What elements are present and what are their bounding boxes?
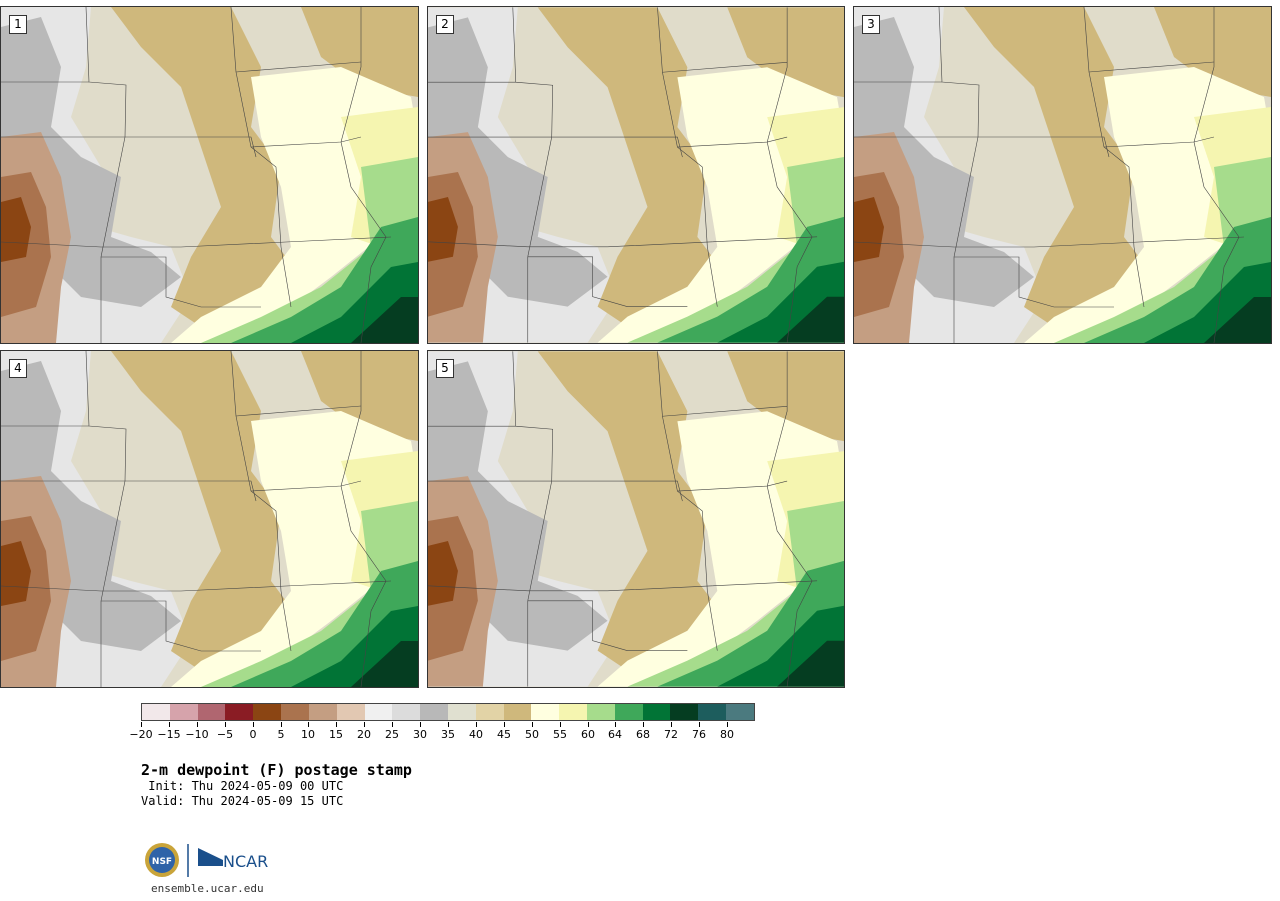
colorbar-tick bbox=[699, 722, 700, 727]
panel-number-label: 2 bbox=[436, 15, 454, 34]
colorbar-tick bbox=[141, 722, 142, 727]
colorbar-tick-label: −15 bbox=[157, 728, 181, 741]
colorbar-tick-label: 60 bbox=[581, 728, 595, 741]
panel-number-label: 3 bbox=[862, 15, 880, 34]
member-panel-3: 3 bbox=[853, 6, 1272, 344]
colorbar-tick-label: 10 bbox=[301, 728, 315, 741]
colorbar-tick-label: −5 bbox=[216, 728, 234, 741]
colorbar-tick-label: 45 bbox=[497, 728, 511, 741]
colorbar-segment bbox=[281, 704, 309, 720]
colorbar-tick-label: 72 bbox=[664, 728, 678, 741]
colorbar-tick-label: −10 bbox=[185, 728, 209, 741]
dewpoint-map-2 bbox=[428, 7, 844, 343]
colorbar-tick-label: 25 bbox=[385, 728, 399, 741]
colorbar-tick-labels: −20 −15 −10 −5 0 5 10 15 20 25 30 35 40 45 50 55 60 64 68 7… bbox=[129, 722, 755, 744]
product-title: 2-m dewpoint (F) postage stamp bbox=[141, 761, 412, 779]
dewpoint-map-1 bbox=[1, 7, 418, 343]
colorbar-tick bbox=[281, 722, 282, 727]
colorbar-segment bbox=[614, 704, 643, 720]
colorbar-tick-label: 15 bbox=[329, 728, 343, 741]
colorbar-tick bbox=[308, 722, 309, 727]
dewpoint-map-3 bbox=[854, 7, 1271, 343]
ncar-mark-icon bbox=[198, 848, 223, 866]
ensemble-url: ensemble.ucar.edu bbox=[151, 882, 264, 895]
colorbar-segment bbox=[642, 704, 671, 720]
ncar-logo-text: NCAR bbox=[223, 852, 268, 871]
colorbar-tick bbox=[225, 722, 226, 727]
colorbar-tick bbox=[197, 722, 198, 727]
colorbar-tick-label: 20 bbox=[357, 728, 371, 741]
colorbar-tick bbox=[504, 722, 505, 727]
colorbar-tick bbox=[476, 722, 477, 727]
colorbar-tick bbox=[169, 722, 170, 727]
dewpoint-map-4 bbox=[1, 351, 418, 687]
colorbar-tick-label: 5 bbox=[277, 728, 285, 741]
colorbar-tick bbox=[560, 722, 561, 727]
colorbar-segment bbox=[670, 704, 699, 720]
colorbar-tick bbox=[671, 722, 672, 727]
colorbar-tick bbox=[643, 722, 644, 727]
colorbar-tick-label: 40 bbox=[469, 728, 483, 741]
colorbar-segment bbox=[531, 704, 560, 720]
colorbar-tick-label: 55 bbox=[553, 728, 567, 741]
colorbar-segment bbox=[142, 704, 170, 720]
nsf-ncar-logo: NSF NCAR bbox=[145, 843, 268, 877]
colorbar-segment bbox=[475, 704, 504, 720]
member-panel-4: 4 bbox=[0, 350, 419, 688]
colorbar-segment bbox=[308, 704, 337, 720]
colorbar-segment bbox=[698, 704, 727, 720]
colorbar-tick bbox=[727, 722, 728, 727]
panel-number-label: 4 bbox=[9, 359, 27, 378]
member-panel-1: 1 bbox=[0, 6, 419, 344]
colorbar-segment bbox=[392, 704, 421, 720]
colorbar-segment bbox=[447, 704, 476, 720]
colorbar-segment bbox=[336, 704, 365, 720]
member-panel-2: 2 bbox=[427, 6, 845, 344]
dewpoint-map-5 bbox=[428, 351, 844, 687]
colorbar-segment bbox=[420, 704, 448, 720]
colorbar-tick bbox=[532, 722, 533, 727]
colorbar-tick bbox=[420, 722, 421, 727]
colorbar-tick-label: 0 bbox=[249, 728, 257, 741]
colorbar-tick-label: 76 bbox=[692, 728, 706, 741]
colorbar-tick bbox=[588, 722, 589, 727]
colorbar-segment bbox=[587, 704, 615, 720]
panel-number-label: 1 bbox=[9, 15, 27, 34]
colorbar-segment bbox=[559, 704, 587, 720]
colorbar-tick bbox=[253, 722, 254, 727]
colorbar-tick-label: 35 bbox=[441, 728, 455, 741]
colorbar-tick-label: 80 bbox=[720, 728, 734, 741]
colorbar-tick bbox=[364, 722, 365, 727]
nsf-logo-text: NSF bbox=[152, 857, 172, 867]
colorbar-tick-label: 64 bbox=[608, 728, 622, 741]
valid-time: Valid: Thu 2024-05-09 15 UTC bbox=[141, 794, 344, 808]
member-panel-5: 5 bbox=[427, 350, 845, 688]
dewpoint-colorbar bbox=[141, 703, 755, 721]
colorbar-tick bbox=[615, 722, 616, 727]
colorbar-tick-label: −20 bbox=[129, 728, 153, 741]
init-time: Init: Thu 2024-05-09 00 UTC bbox=[141, 779, 344, 793]
colorbar-segment bbox=[364, 704, 393, 720]
colorbar-segment bbox=[726, 704, 754, 720]
colorbar-segment bbox=[169, 704, 198, 720]
colorbar-tick-label: 50 bbox=[525, 728, 539, 741]
colorbar-tick-label: 68 bbox=[636, 728, 650, 741]
colorbar-segment bbox=[503, 704, 532, 720]
colorbar-tick-label: 30 bbox=[413, 728, 427, 741]
colorbar-segment bbox=[253, 704, 282, 720]
panel-number-label: 5 bbox=[436, 359, 454, 378]
colorbar-tick bbox=[336, 722, 337, 727]
colorbar-segment bbox=[225, 704, 254, 720]
colorbar-segment bbox=[197, 704, 226, 720]
colorbar-tick bbox=[392, 722, 393, 727]
colorbar-tick bbox=[448, 722, 449, 727]
